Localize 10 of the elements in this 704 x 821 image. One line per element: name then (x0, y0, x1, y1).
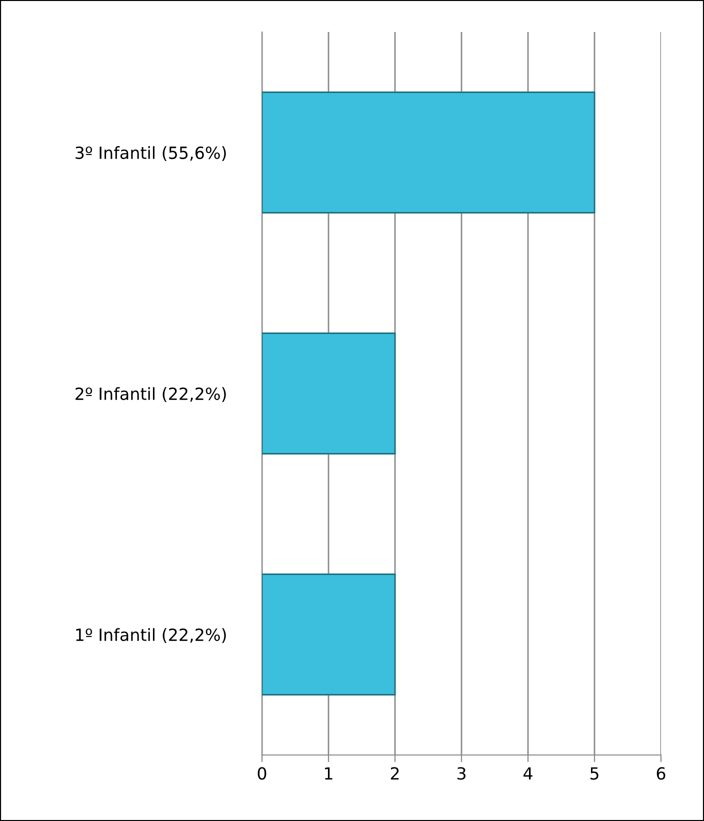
y-tick-label: 3º Infantil (55,6%) (76, 146, 226, 162)
x-tick-label: 6 (656, 767, 666, 780)
x-tick-label: 5 (590, 767, 598, 780)
x-tick-label: 1 (325, 767, 332, 780)
x-tick-label: 0 (258, 767, 266, 780)
x-tick-label: 4 (524, 767, 532, 780)
x-tick-label: 2 (390, 767, 399, 780)
y-tick-label: 1º Infantil (22,2%) (76, 628, 226, 644)
y-tick-label: 2º Infantil (22,2%) (76, 387, 226, 402)
x-tick-label: 3 (457, 767, 466, 780)
